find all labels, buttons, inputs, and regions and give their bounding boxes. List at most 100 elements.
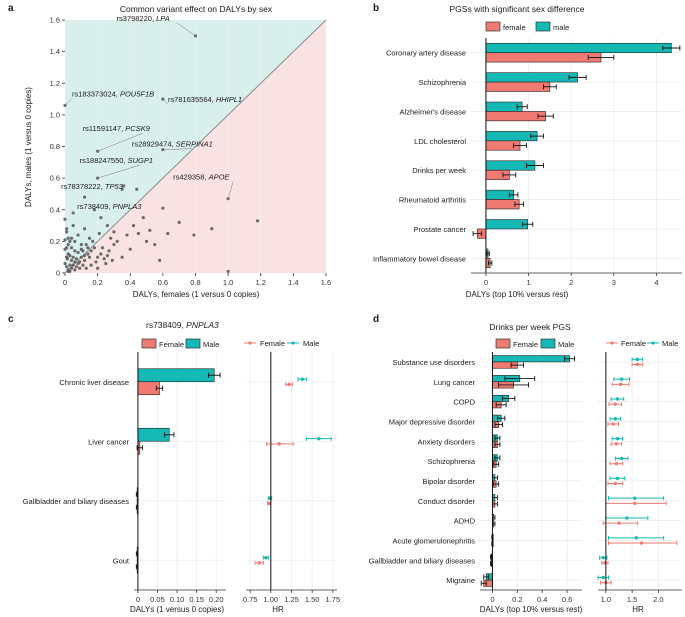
annotation-snp: rs738409, [77,202,112,211]
data-point [153,242,157,247]
legend-swatch-female [485,21,501,32]
annotation-leader [97,133,143,152]
data-point [226,269,230,274]
panel-c: c rs738409, PNPLA3 Female Male Female Ma… [8,314,340,614]
data-point [71,211,75,215]
data-point [81,263,85,267]
bar-male [485,219,528,230]
x-tick-label: 1.75 [326,595,341,604]
data-point [166,231,170,236]
data-point [87,236,92,240]
x-tick-label: 1.00 [264,595,279,604]
data-point [131,223,136,228]
x-tick-label: 1 [526,278,530,287]
annotation-gene: PNPLA3 [113,202,143,211]
annotation-leader [120,189,123,192]
data-point [68,254,72,258]
data-point [79,247,83,251]
hr-point-male [317,436,321,441]
hr-legend-dot-female [610,341,614,345]
bar-male [485,131,538,142]
hr-point-male [635,357,640,362]
data-point [68,263,72,267]
hr-point-male [625,516,629,520]
hr-point-male [613,417,618,421]
data-point [92,246,96,250]
x-tick-label: 0.05 [150,595,165,604]
annotation-gene: POU5F1B [120,89,154,98]
legend-label-female: Female [159,340,184,349]
panel-c-legend: Female Male [141,338,219,349]
annotation-snp: rs781635564, [168,95,216,104]
legend-label-male: Male [558,340,574,349]
y-tick-label: 0.6 [50,174,60,183]
data-point [158,258,162,262]
x-tick-label: 3 [612,278,616,287]
panel-b-label: b [373,3,379,14]
annotation-snp: rs429358, [173,173,208,182]
category-label: Prostate cancer [413,225,466,234]
annotation-gene: PCSK9 [125,124,150,133]
data-point [68,239,72,243]
annotation-snp: rs183373024, [72,89,120,98]
identity-line [64,19,327,274]
data-point [65,265,69,269]
annotation-label: rs429358, APOE [173,173,230,182]
hr-point-female [617,521,621,525]
hr-point-male [619,377,624,381]
data-point [66,242,70,247]
category-label: Schizophrenia [427,457,475,466]
data-point [71,263,75,267]
panel-a: a Common variant effect on DALYs by sex … [8,3,331,299]
legend-swatch-female [495,338,511,349]
data-point [63,238,67,242]
panel-b-legend: female male [485,21,569,32]
data-point [120,255,124,259]
hr-point-male [300,377,304,381]
bar-male [485,42,672,53]
bar-female [485,111,546,122]
category-label: Gallbladder and biliary diseases [23,497,130,506]
legend-swatch-male [540,338,556,349]
panel-d: d Drinks per week PGS Female Male Female… [369,314,682,614]
hr-point-female [277,442,281,446]
x-tick-label: 4 [654,278,658,287]
data-point [82,258,87,262]
data-point [122,184,126,188]
category-label: Conduct disorder [418,497,476,506]
data-point [79,242,83,247]
panel-d-xlabel: DALYs (top 10% versus rest) [480,605,583,614]
category-label: Bipolar disorder [422,477,475,486]
data-point [125,233,129,237]
x-tick-label: 1.2 [256,278,266,287]
category-label: ADHD [454,517,476,526]
category-label: Rheumatoid arthritis [399,196,466,205]
x-tick-label: 0 [490,595,494,604]
data-point [144,239,149,243]
x-tick-label: 0.6 [562,595,572,604]
category-label: Liver cancer [88,437,129,446]
data-point [69,266,74,270]
annotation-label: rs738409, PNPLA3 [77,202,142,211]
annotation-label: rs78378222, TP53 [61,182,124,191]
x-tick-label: 1.5 [627,595,637,604]
data-point [177,220,181,224]
panel-d-label: d [373,314,379,325]
y-tick-label: 1.2 [50,79,60,88]
y-tick-label: 1.0 [50,110,60,119]
annotation-snp: rs3798220, [117,14,157,23]
x-tick-label: 0 [484,278,488,287]
bar-male [137,368,215,383]
data-point [255,219,260,223]
data-point [66,269,70,274]
hr-legend-dot-male [291,341,295,345]
bar-male [485,72,578,83]
annotation-label: rs781635564, HHIPL1 [168,95,242,104]
data-point [84,266,88,270]
panel-c-xlabel: DALYs (1 versus 0 copies) [130,605,224,614]
panel-c-hr-legend: Female Male [244,339,319,348]
hr-point-male [634,536,639,540]
hr-point-female [639,541,644,545]
x-tick-label: 1.25 [284,595,299,604]
annotation-label: rs28929474, SERPINA1 [132,140,213,149]
